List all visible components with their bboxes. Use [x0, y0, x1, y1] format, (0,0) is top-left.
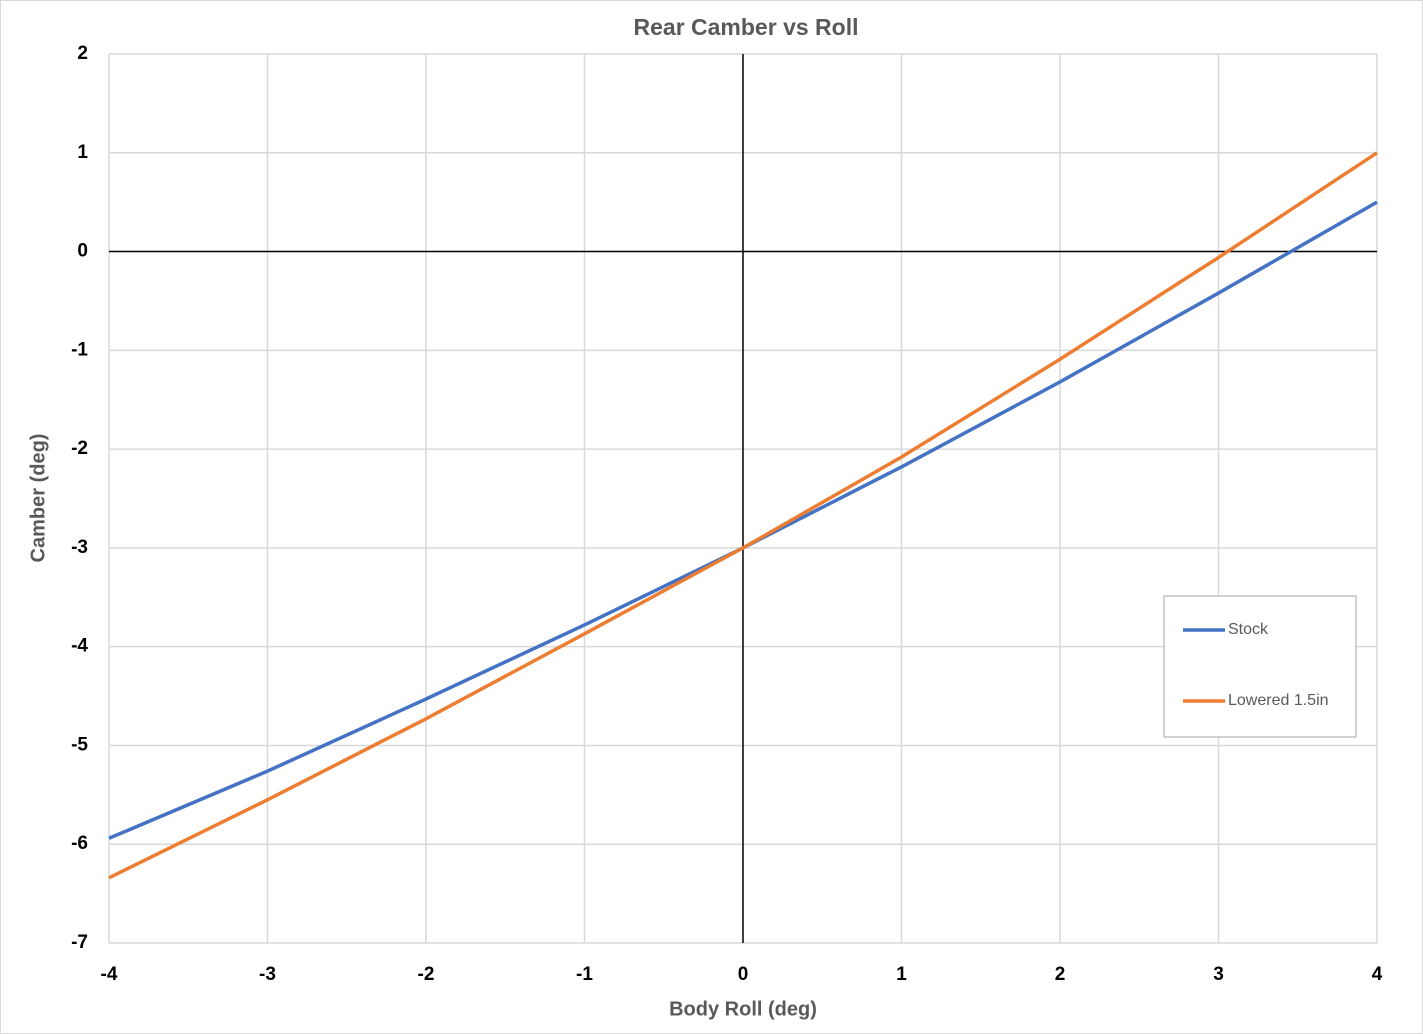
y-tick-label: -7	[71, 932, 88, 953]
y-tick-label: -1	[71, 339, 88, 360]
x-tick-label: 2	[1055, 964, 1066, 985]
x-tick-label: -2	[418, 964, 435, 985]
y-tick-label: -5	[71, 734, 88, 755]
x-tick-label: 3	[1213, 964, 1224, 985]
chart-title: Rear Camber vs Roll	[634, 14, 859, 40]
plot-area	[108, 151, 1378, 880]
legend-label: Lowered 1.5in	[1228, 692, 1329, 709]
y-tick-label: -4	[71, 636, 88, 657]
x-tick-label: -1	[576, 964, 593, 985]
x-axis-title: Body Roll (deg)	[669, 998, 817, 1020]
y-tick-label: 1	[77, 142, 88, 163]
x-tick-label: -4	[101, 964, 118, 985]
series-line	[108, 151, 1378, 880]
legend-label: Stock	[1228, 621, 1269, 638]
x-tick-label: 0	[738, 964, 749, 985]
y-tick-label: -3	[71, 537, 88, 558]
y-tick-label: -2	[71, 438, 88, 459]
y-tick-label: -6	[71, 833, 88, 854]
y-axis-title: Camber (deg)	[27, 434, 49, 563]
legend-box	[1163, 595, 1357, 738]
x-tick-label: 1	[896, 964, 907, 985]
x-tick-label: -3	[259, 964, 276, 985]
y-tick-label: 2	[77, 43, 88, 64]
x-tick-label: 4	[1372, 964, 1383, 985]
y-tick-label: 0	[77, 241, 88, 262]
